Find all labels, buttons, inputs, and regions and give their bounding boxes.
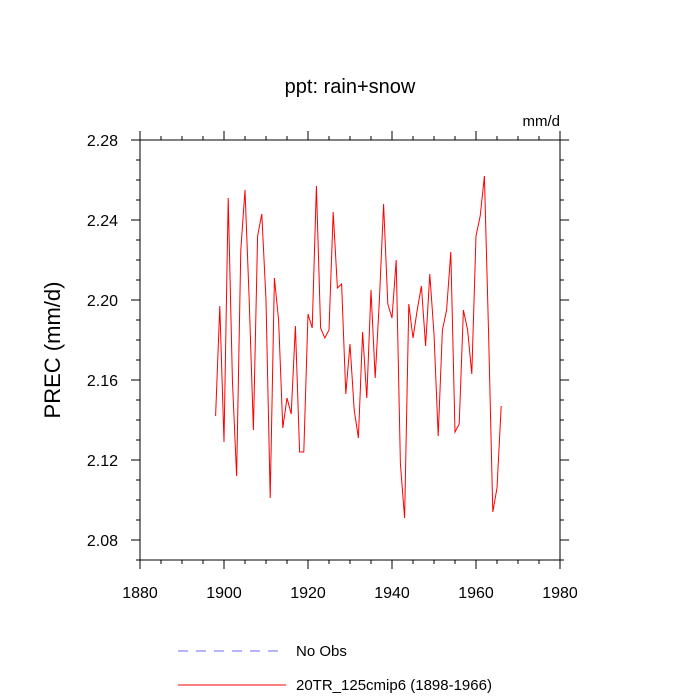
y-tick-label: 2.20	[87, 293, 118, 310]
y-tick-label: 2.24	[87, 213, 118, 230]
series-line	[215, 175, 502, 519]
series-group	[215, 175, 502, 519]
legend-label: No Obs	[296, 643, 347, 660]
x-tick-label: 1940	[374, 585, 410, 602]
legend: No Obs 20TR_125cmip6 (1898-1966)	[178, 643, 492, 694]
x-tick-label: 1960	[458, 585, 494, 602]
y-tick-label: 2.28	[87, 133, 118, 150]
legend-label: 20TR_125cmip6 (1898-1966)	[296, 677, 492, 694]
x-tick-label: 1980	[542, 585, 578, 602]
y-tick-label: 2.12	[87, 453, 118, 470]
x-tick-label: 1880	[122, 585, 158, 602]
y-tick-label: 2.16	[87, 373, 118, 390]
x-tick-label: 1920	[290, 585, 326, 602]
units-label: mm/d	[523, 113, 561, 130]
axis-ticks: 1880 1900 1920 1940 1960 1980 2.08 2.12 2.16 2.20…	[87, 131, 578, 602]
y-axis-label: PREC (mm/d)	[40, 282, 65, 419]
chart-title: ppt: rain+snow	[285, 76, 416, 98]
x-tick-label: 1900	[206, 585, 242, 602]
y-tick-label: 2.08	[87, 533, 118, 550]
